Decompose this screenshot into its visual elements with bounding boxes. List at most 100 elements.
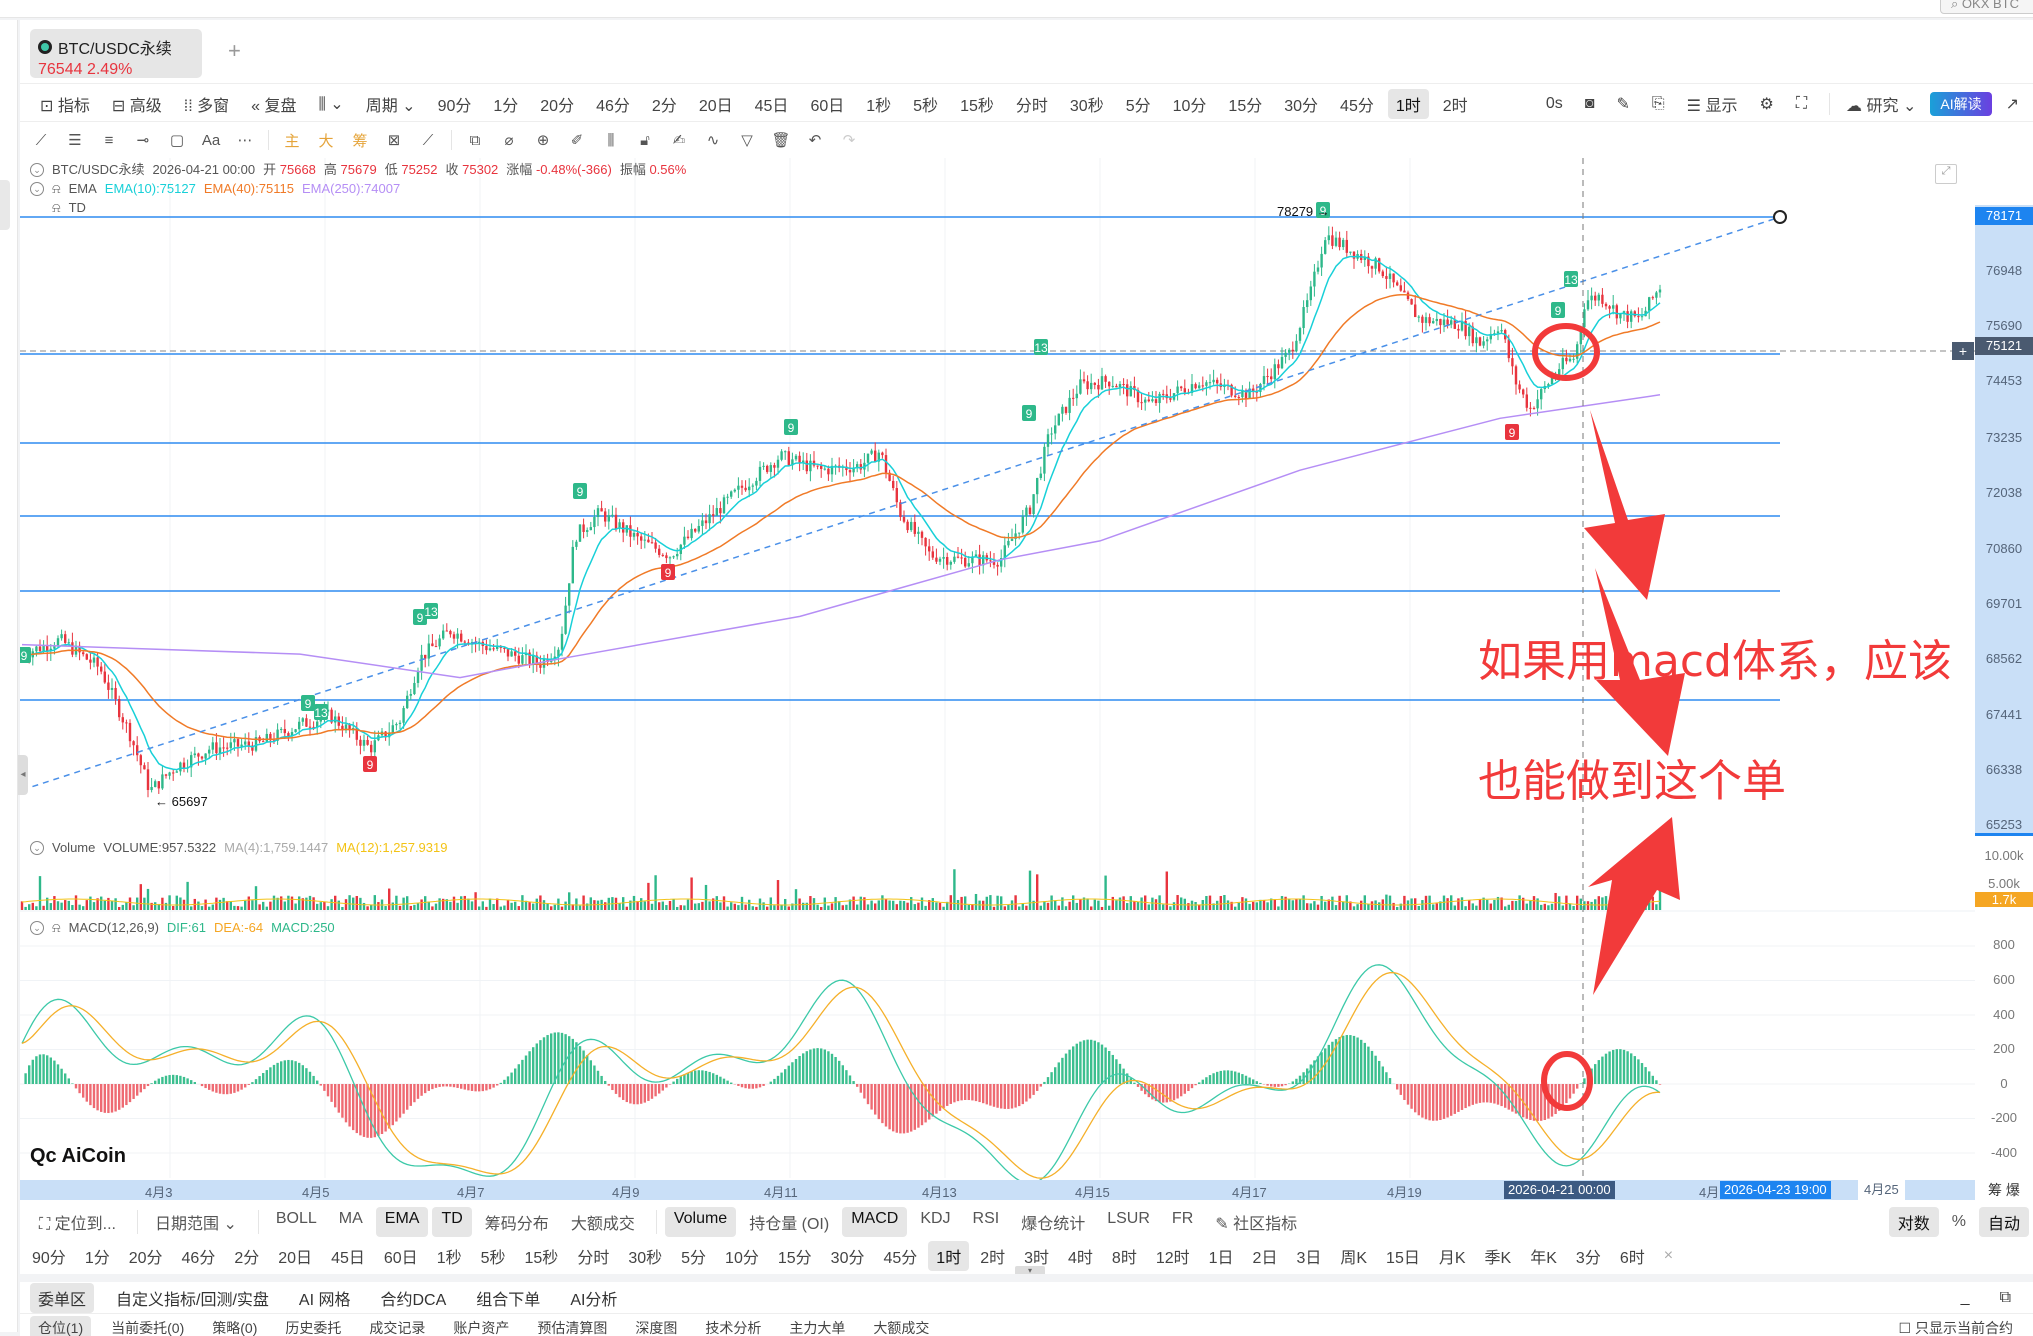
period-2[interactable]: 20分 xyxy=(532,89,582,119)
bottom-tab-0[interactable]: 委单区 xyxy=(30,1283,94,1313)
global-search-input[interactable]: ⌕ OKX BTC xyxy=(1940,0,2033,14)
sub-indicator-1[interactable]: 持仓量 (OI) xyxy=(740,1207,838,1237)
period-6[interactable]: 45日 xyxy=(747,89,797,119)
period2-8[interactable]: 1秒 xyxy=(429,1241,470,1271)
ai-interpret-button[interactable]: AI解读 xyxy=(1930,92,1991,116)
symbol-tab[interactable]: BTC/USDC永续 76544 2.49% xyxy=(30,29,202,78)
fib-lines-icon[interactable]: ≡ xyxy=(92,132,126,149)
collapse-icon[interactable]: ⌄ xyxy=(30,921,44,935)
period2-26[interactable]: 3日 xyxy=(1288,1241,1329,1271)
period2-10[interactable]: 15秒 xyxy=(517,1241,567,1271)
period2-4[interactable]: 2分 xyxy=(226,1241,267,1271)
main-indicator-ma[interactable]: MA xyxy=(330,1207,372,1237)
period2-28[interactable]: 15日 xyxy=(1378,1241,1428,1271)
bottom-tab-4[interactable]: 组合下单 xyxy=(468,1283,548,1313)
note-icon[interactable]: ✍ xyxy=(662,131,696,149)
period-9[interactable]: 5秒 xyxy=(905,89,946,119)
display-button[interactable]: ☰ 显示 xyxy=(1679,89,1746,119)
sub-indicator-4[interactable]: RSI xyxy=(964,1207,1009,1237)
time-axis[interactable]: 4月3 4月5 4月7 4月9 4月11 4月13 4月15 4月17 4月19… xyxy=(20,1180,1975,1200)
period2-11[interactable]: 分时 xyxy=(569,1241,617,1271)
period-16[interactable]: 30分 xyxy=(1276,89,1326,119)
ruler-icon[interactable]: ⌀ xyxy=(492,131,526,149)
log-scale-toggle[interactable]: 对数 xyxy=(1889,1207,1939,1237)
magnet-icon[interactable]: ∿ xyxy=(696,131,730,149)
period2-6[interactable]: 45日 xyxy=(323,1241,373,1271)
period2-7[interactable]: 60日 xyxy=(376,1241,426,1271)
trash-icon[interactable]: 🗑︎ xyxy=(764,131,798,149)
fullscreen-icon[interactable]: ⛶ xyxy=(1788,92,1815,116)
period2-3[interactable]: 46分 xyxy=(174,1241,224,1271)
period2-32[interactable]: 3分 xyxy=(1568,1241,1609,1271)
locate-button[interactable]: ⛶ 定位到... xyxy=(30,1207,125,1237)
period-1[interactable]: 1分 xyxy=(485,89,526,119)
candles-icon[interactable]: ⫼ xyxy=(594,132,628,149)
period2-0[interactable]: 90分 xyxy=(24,1241,74,1271)
period2-21[interactable]: 4时 xyxy=(1060,1241,1101,1271)
period2-15[interactable]: 15分 xyxy=(770,1241,820,1271)
period-13[interactable]: 5分 xyxy=(1118,89,1159,119)
period-18[interactable]: 1时 xyxy=(1388,89,1429,119)
period2-18[interactable]: 1时 xyxy=(928,1241,969,1271)
chip-liquidation-toggle[interactable]: 筹 爆 xyxy=(1975,1180,2033,1200)
bottom-subtab-0[interactable]: 仓位(1) xyxy=(30,1316,91,1336)
bottom-subtab-4[interactable]: 成交记录 xyxy=(361,1316,433,1336)
main-force-icon[interactable]: 主 xyxy=(275,130,309,151)
share-icon[interactable]: ↗ xyxy=(1998,91,2027,117)
period2-16[interactable]: 30分 xyxy=(823,1241,873,1271)
lock-icon[interactable]: 🔓︎ xyxy=(628,132,662,149)
main-indicator-boll[interactable]: BOLL xyxy=(267,1207,326,1237)
research-dropdown[interactable]: ☁ 研究 ⌄ xyxy=(1838,89,1924,119)
main-indicator-td[interactable]: TD xyxy=(432,1207,471,1237)
settings-icon[interactable]: ⚙ xyxy=(1751,91,1781,117)
period-3[interactable]: 46分 xyxy=(588,89,638,119)
bottom-subtab-5[interactable]: 账户资产 xyxy=(445,1316,517,1336)
sidebar-tab[interactable] xyxy=(0,180,10,230)
close-period-bar-button[interactable]: × xyxy=(1656,1244,1681,1268)
period2-19[interactable]: 2时 xyxy=(972,1241,1013,1271)
bookmark-icon[interactable]: ⎘ xyxy=(1644,92,1673,116)
period2-31[interactable]: 年K xyxy=(1522,1241,1565,1271)
auto-scale-toggle[interactable]: 自动 xyxy=(1979,1207,2029,1237)
current-contract-checkbox[interactable]: ☐ 只显示当前合约 xyxy=(1891,1316,2021,1336)
bell-icon[interactable]: ⍾ xyxy=(52,179,61,198)
date-range-dropdown[interactable]: 日期范围 ⌄ xyxy=(146,1207,246,1237)
advanced-button[interactable]: ⊟ 高级 xyxy=(104,89,170,119)
bell-icon[interactable]: ⍾ xyxy=(52,198,61,217)
period2-24[interactable]: 1日 xyxy=(1201,1241,1242,1271)
more-icon[interactable]: ⋯ xyxy=(228,131,262,149)
multi-window-button[interactable]: ⁞⁞ 多窗 xyxy=(176,89,237,119)
rectangle-icon[interactable]: ▢ xyxy=(160,131,194,149)
bottom-tab-1[interactable]: 自定义指标/回测/实盘 xyxy=(108,1283,277,1313)
panel-divider[interactable] xyxy=(20,1274,2033,1282)
bottom-subtab-1[interactable]: 当前委托(0) xyxy=(103,1316,192,1336)
bottom-subtab-9[interactable]: 主力大单 xyxy=(781,1316,853,1336)
period-8[interactable]: 1秒 xyxy=(858,89,899,119)
bottom-tab-2[interactable]: AI 网格 xyxy=(291,1283,359,1313)
period2-2[interactable]: 20分 xyxy=(121,1241,171,1271)
chip-icon[interactable]: 筹 xyxy=(343,130,377,151)
bottom-subtab-2[interactable]: 策略(0) xyxy=(204,1316,265,1336)
bottom-subtab-7[interactable]: 深度图 xyxy=(627,1316,685,1336)
period2-29[interactable]: 月K xyxy=(1431,1241,1474,1271)
period-12[interactable]: 30秒 xyxy=(1062,89,1112,119)
period-10[interactable]: 15秒 xyxy=(952,89,1002,119)
period2-5[interactable]: 20日 xyxy=(270,1241,320,1271)
percent-scale-toggle[interactable]: % xyxy=(1943,1210,1975,1234)
minimize-panel-icon[interactable]: _ xyxy=(1953,1286,1978,1310)
period2-23[interactable]: 12时 xyxy=(1148,1241,1198,1271)
volume-axis[interactable]: 10.00k 5.00k 1.7k xyxy=(1975,840,2033,915)
period-19[interactable]: 2时 xyxy=(1435,89,1476,119)
collapse-icon[interactable]: ⌄ xyxy=(30,163,44,177)
text-icon[interactable]: Aa xyxy=(194,132,228,149)
horizontal-line-icon[interactable]: ⊸ xyxy=(126,131,160,149)
maximize-pane-icon[interactable]: ⤢ xyxy=(1935,164,1957,184)
sub-indicator-6[interactable]: LSUR xyxy=(1098,1207,1159,1237)
period2-1[interactable]: 1分 xyxy=(77,1241,118,1271)
main-indicator-筹码分布[interactable]: 筹码分布 xyxy=(476,1207,558,1237)
sub-indicator-0[interactable]: Volume xyxy=(665,1207,736,1237)
period2-14[interactable]: 10分 xyxy=(717,1241,767,1271)
copy-icon[interactable]: ⧉ xyxy=(458,132,492,149)
period-dropdown[interactable]: 周期 ⌄ xyxy=(358,89,424,119)
bottom-subtab-6[interactable]: 预估清算图 xyxy=(529,1316,615,1336)
